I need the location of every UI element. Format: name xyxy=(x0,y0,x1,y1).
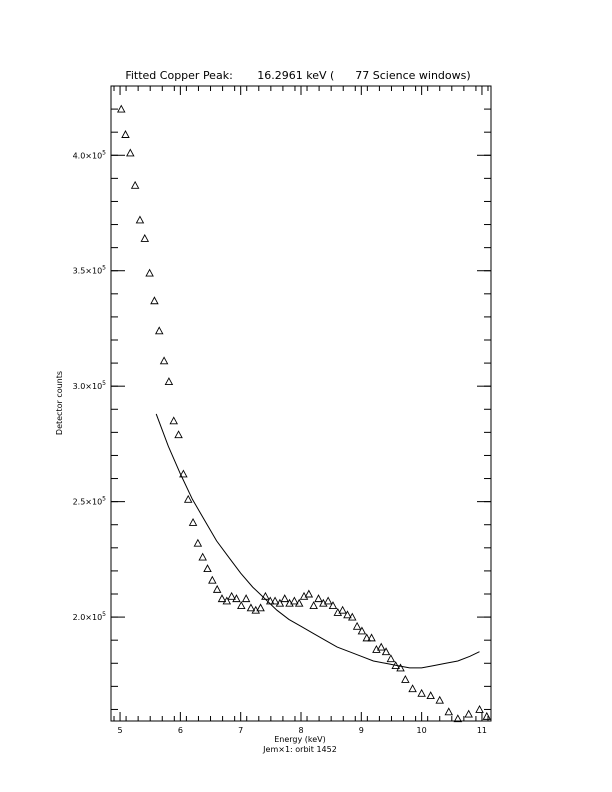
chart-subtitle: Jem×1: orbit 1452 xyxy=(262,745,337,754)
data-point-triangle xyxy=(150,296,159,305)
data-point-triangle xyxy=(453,714,463,723)
data-point-triangle xyxy=(309,601,318,609)
data-point-triangle xyxy=(183,494,193,503)
data-point-triangle xyxy=(372,644,381,653)
x-tick-label: 9 xyxy=(359,726,364,735)
data-point-triangle xyxy=(401,674,410,683)
x-tick-labels: 5 6 7 8 9 10 11 xyxy=(118,726,488,735)
data-point-triangle xyxy=(319,598,328,607)
data-point-triangle xyxy=(333,608,343,616)
x-tick-label: 11 xyxy=(477,726,487,735)
data-point-triangle xyxy=(435,695,444,704)
data-point-triangle xyxy=(126,148,135,157)
data-point-triangle xyxy=(251,605,261,614)
data-point-triangle xyxy=(246,603,256,612)
data-point-triangle xyxy=(164,377,174,386)
data-point-triangle xyxy=(376,642,386,651)
data-point-triangle xyxy=(193,538,203,547)
data-point-triangle xyxy=(444,707,454,716)
y-tick-label: 2.5×105 xyxy=(73,496,107,507)
data-point-triangle xyxy=(352,621,362,630)
data-point-triangle xyxy=(290,596,299,605)
data-point-triangle xyxy=(391,661,400,670)
data-points xyxy=(117,104,492,723)
y-tick-label: 4.0×105 xyxy=(73,149,107,160)
data-point-triangle xyxy=(237,601,246,609)
data-point-triangle xyxy=(159,356,169,365)
x-tick-label: 8 xyxy=(298,726,303,735)
data-point-triangle xyxy=(155,326,164,335)
data-point-triangle xyxy=(464,709,473,718)
y-tick-label: 3.5×105 xyxy=(73,265,107,276)
data-point-triangle xyxy=(280,594,289,603)
data-point-triangle xyxy=(135,215,145,224)
data-point-triangle xyxy=(367,633,376,642)
data-point-triangle xyxy=(212,584,222,593)
data-point-triangle xyxy=(408,684,417,693)
data-point-triangle xyxy=(140,233,150,242)
y-axis-label: Detector counts xyxy=(55,371,64,435)
y-axis-ticks xyxy=(111,108,491,710)
data-point-triangle xyxy=(294,598,304,607)
data-point-triangle xyxy=(285,598,294,607)
data-point-triangle xyxy=(265,596,275,605)
data-point-triangle xyxy=(117,104,126,113)
data-point-triangle xyxy=(169,416,178,425)
data-point-triangle xyxy=(232,594,241,603)
data-point-triangle xyxy=(241,594,251,603)
data-point-triangle xyxy=(314,594,323,603)
data-point-triangle xyxy=(275,598,285,607)
data-point-triangle xyxy=(362,633,371,642)
data-point-triangle xyxy=(174,430,183,439)
data-point-triangle xyxy=(130,180,140,189)
data-point-triangle xyxy=(426,691,435,700)
data-point-triangle xyxy=(222,596,232,605)
y-tick-label: 3.0×105 xyxy=(73,380,107,391)
y-tick-labels: 2.0×105 2.5×105 3.0×105 3.5×105 4.0×105 xyxy=(73,149,107,622)
data-point-triangle xyxy=(261,591,270,600)
data-point-triangle xyxy=(323,596,333,605)
data-point-triangle xyxy=(417,688,426,697)
x-tick-label: 7 xyxy=(238,726,243,735)
data-point-triangle xyxy=(343,610,352,619)
fit-curve xyxy=(155,413,480,669)
chart-title: Fitted Copper Peak: 16.2961 keV ( 77 Sci… xyxy=(125,69,470,82)
y-tick-label: 2.0×105 xyxy=(73,611,107,622)
data-point-triangle xyxy=(198,552,207,561)
data-point-triangle xyxy=(179,469,188,478)
data-point-triangle xyxy=(304,589,314,598)
data-point-triangle xyxy=(227,591,236,600)
data-point-triangle xyxy=(338,605,347,614)
data-point-triangle xyxy=(357,626,367,635)
x-axis-label: Energy (keV) xyxy=(274,735,326,744)
data-point-triangle xyxy=(328,601,338,609)
data-point-triangle xyxy=(203,564,212,573)
data-point-triangle xyxy=(188,517,198,526)
x-axis-ticks xyxy=(113,86,489,721)
data-point-triangle xyxy=(381,647,391,656)
data-point-triangle xyxy=(208,575,217,584)
data-point-triangle xyxy=(145,268,154,277)
data-point-triangle xyxy=(256,603,265,612)
data-point-triangle xyxy=(386,654,396,663)
data-point-triangle xyxy=(396,663,405,672)
data-point-triangle xyxy=(270,596,280,605)
data-point-triangle xyxy=(482,711,492,720)
data-point-triangle xyxy=(299,591,309,600)
data-point-triangle xyxy=(121,130,130,138)
x-tick-label: 5 xyxy=(118,726,123,735)
data-point-triangle xyxy=(475,705,484,713)
data-point-triangle xyxy=(217,594,227,603)
x-tick-label: 6 xyxy=(178,726,183,735)
x-tick-label: 10 xyxy=(417,726,427,735)
data-point-triangle xyxy=(348,612,357,621)
